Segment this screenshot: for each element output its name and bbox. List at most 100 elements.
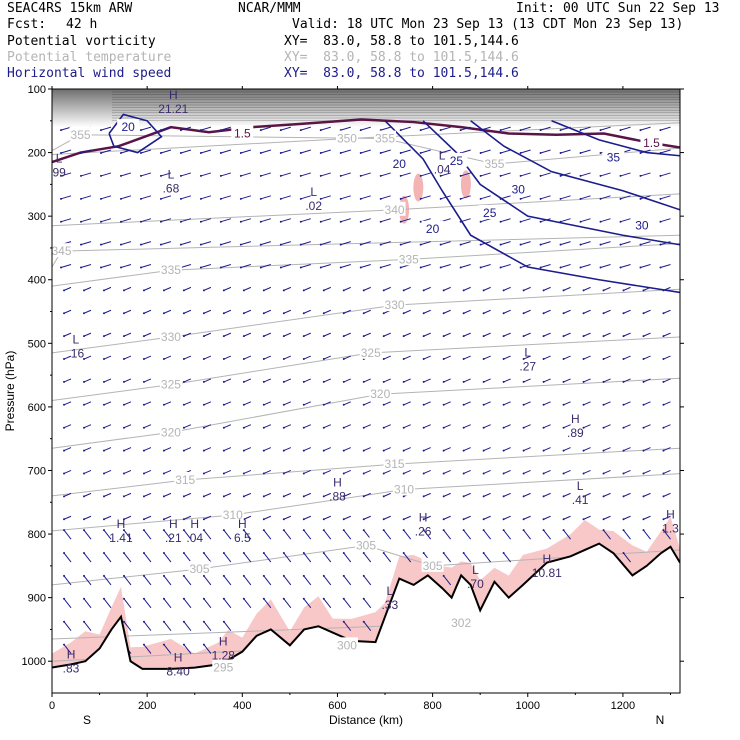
wind-vector-head <box>659 174 662 177</box>
wind-vector-head <box>622 358 625 361</box>
wind-vector-head <box>639 129 642 132</box>
wind-vector <box>503 424 511 429</box>
theta-contour-label: 300 <box>337 638 357 652</box>
wind-vector <box>183 286 192 291</box>
wind-vector <box>343 447 351 452</box>
wind-vector-head <box>63 312 66 315</box>
wind-vector <box>83 575 92 586</box>
wind-vector-head <box>60 152 63 155</box>
wind-vector-head <box>222 597 225 600</box>
wind-vector-head <box>119 152 122 155</box>
y-tick-label: 1000 <box>22 656 46 668</box>
wind-vector-head <box>499 152 502 155</box>
wind-vector <box>603 355 611 360</box>
wind-vector <box>643 515 651 520</box>
wind-vector-head <box>402 449 405 452</box>
wind-vector-head <box>582 449 585 452</box>
wind-vector <box>360 263 371 268</box>
wind-vector <box>263 492 272 497</box>
wind-vector-head <box>282 289 285 292</box>
wind-vector-head <box>63 358 66 361</box>
extremum-marker: H <box>571 412 580 426</box>
wind-vector <box>563 529 571 540</box>
contour-label-backing <box>630 217 653 232</box>
wind-vector-head <box>339 174 342 177</box>
x-tick-label: 400 <box>233 700 251 712</box>
wind-vector-head <box>622 495 625 498</box>
wind-vector <box>203 529 212 540</box>
wind-vector-head <box>382 495 385 498</box>
wind-vector-head <box>602 529 605 532</box>
wind-vector-head <box>499 174 502 177</box>
wind-vector-head <box>599 129 602 132</box>
wind-vector <box>203 644 212 654</box>
wind-vector-head <box>83 597 86 600</box>
wind-vector-head <box>162 529 165 532</box>
wind-vector <box>360 241 371 246</box>
wind-vector-head <box>322 335 325 338</box>
wind-vector-head <box>642 426 645 429</box>
wind-vector-head <box>462 380 465 383</box>
wind-vector <box>160 195 172 200</box>
wind-vector <box>303 332 312 337</box>
wind-vector-head <box>559 266 562 269</box>
wind-vector <box>80 149 92 154</box>
contour-label-backing <box>159 262 182 277</box>
wind-vector-head <box>63 529 66 532</box>
wind-vector-head <box>282 426 285 429</box>
wind-vector-head <box>282 312 285 315</box>
wind-vector-head <box>162 597 165 600</box>
wind-vector-head <box>479 174 482 177</box>
wind-vector-head <box>462 495 465 498</box>
contour-label-backing <box>602 149 625 164</box>
wind-vector-head <box>562 426 565 429</box>
wind-vector-head <box>519 266 522 269</box>
wind-vector-head <box>442 472 445 475</box>
wind-vector-head <box>662 472 665 475</box>
wind-vector-head <box>63 426 66 429</box>
wind-vector <box>60 149 72 154</box>
wind-vector-head <box>322 495 325 498</box>
theta-contour-label: 315 <box>175 473 195 487</box>
wind-vector <box>243 447 252 452</box>
wind-vector-head <box>622 289 625 292</box>
wind-vector-head <box>339 197 342 200</box>
wind-vector <box>420 241 431 246</box>
extremum-value: 1.3 <box>662 522 679 536</box>
wind-vector-head <box>142 335 145 338</box>
wind-vector-head <box>182 552 185 555</box>
wind-vector <box>423 529 432 540</box>
wind-vector <box>583 286 591 291</box>
wind-vector <box>80 218 92 223</box>
wind-vector-head <box>639 243 642 246</box>
wind-vector <box>563 355 571 360</box>
wind-vector-head <box>342 552 345 555</box>
wind-vector-head <box>279 243 282 246</box>
wind-vector-head <box>422 495 425 498</box>
wind-vector-head <box>419 174 422 177</box>
wind-vector <box>463 286 471 291</box>
wind-vector-head <box>202 403 205 406</box>
wind-vector <box>180 126 192 131</box>
wind-vector <box>140 126 152 131</box>
wind-vector <box>83 378 92 383</box>
wind-vector-head <box>222 449 225 452</box>
wind-vector-head <box>642 529 645 532</box>
y-tick-label: 400 <box>28 275 46 287</box>
wind-vector-head <box>342 597 345 600</box>
wind-vector-head <box>279 152 282 155</box>
y-tick-label: 600 <box>28 402 46 414</box>
contour-label-backing <box>383 456 406 471</box>
wind-vector <box>203 424 212 429</box>
wind-vector <box>643 401 651 406</box>
wind-vector-head <box>242 552 245 555</box>
wind-vector-head <box>459 266 462 269</box>
wind-vector-head <box>262 449 265 452</box>
wind-vector-head <box>402 312 405 315</box>
contour-label-backing <box>421 557 444 572</box>
wind-vector <box>500 263 511 268</box>
wind-vector-head <box>622 426 625 429</box>
wind-vector <box>300 263 311 268</box>
wind-vector <box>103 470 112 474</box>
wind-vector <box>603 529 611 540</box>
